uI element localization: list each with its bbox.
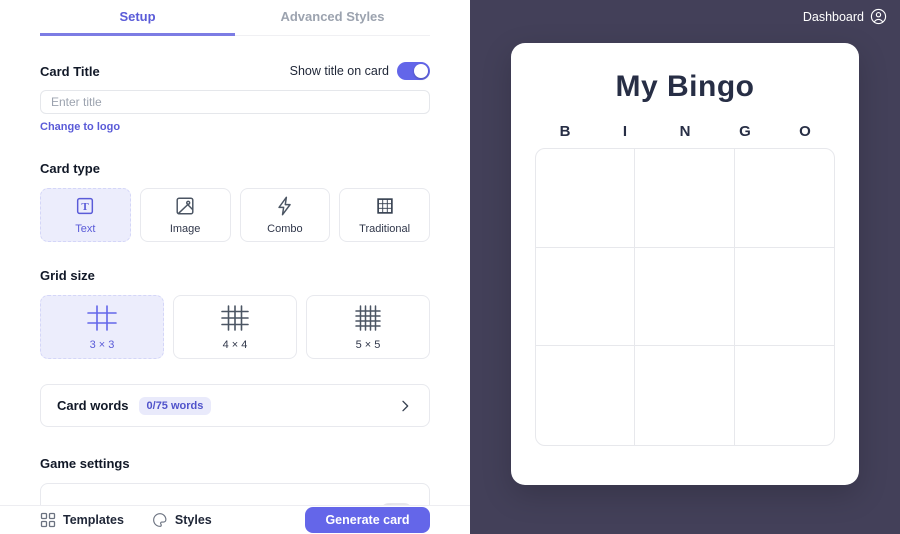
traditional-randomization-text: Traditional randomization (57, 505, 215, 506)
game-settings-heading: Game settings (40, 456, 130, 471)
setup-footer: Templates Styles Generate card (0, 505, 470, 534)
card-title-row: Card Title Show title on card (40, 62, 430, 80)
image-icon (174, 195, 196, 217)
bingo-header-o: O (799, 123, 811, 140)
bingo-cell (735, 346, 834, 445)
grid-size-heading: Grid size (40, 268, 95, 283)
card-type-heading: Card type (40, 161, 100, 176)
bingo-cell (635, 149, 735, 248)
grid-size-option-label: 3 × 3 (89, 339, 115, 351)
bingo-cell (734, 248, 834, 347)
tab-bar: Setup Advanced Styles (40, 0, 430, 36)
grid-icon (374, 195, 396, 217)
bingo-header-n: N (679, 123, 691, 140)
hash-5x5-icon (349, 303, 387, 333)
card-type-option-label: Image (169, 223, 201, 235)
card-title-input[interactable] (40, 90, 430, 114)
card-words-row[interactable]: Card words 0/75 words (40, 384, 430, 427)
show-title-toggle[interactable] (397, 62, 430, 80)
bingo-cell (635, 346, 735, 445)
svg-text:T: T (82, 201, 90, 213)
chevron-right-icon (397, 398, 413, 414)
bingo-cell (734, 149, 834, 248)
grid-size-option-5x5[interactable]: 5 × 5 (306, 295, 430, 359)
hash-3x3-icon (83, 303, 121, 333)
user-account-icon[interactable] (870, 8, 887, 25)
show-title-label: Show title on card (289, 64, 389, 78)
dashboard-link[interactable]: Dashboard (803, 8, 887, 25)
preview-panel: Dashboard My Bingo B I N G O (470, 0, 900, 534)
bingo-header-b: B (559, 123, 571, 140)
palette-icon (152, 512, 168, 528)
generate-card-button[interactable]: Generate card (305, 507, 430, 533)
card-type-option-combo[interactable]: Combo (239, 188, 331, 242)
grid-size-options: 3 × 3 4 × 4 5 × 5 (40, 295, 430, 359)
dashboard-label: Dashboard (802, 9, 864, 24)
word-count-badge: 0/75 words (138, 396, 212, 415)
card-words-label: Card words (57, 398, 129, 413)
templates-button[interactable]: Templates (40, 512, 124, 528)
bingo-header-i: I (622, 123, 628, 140)
grid-size-option-4x4[interactable]: 4 × 4 (173, 295, 297, 359)
traditional-randomization-row: Traditional randomization i (40, 483, 430, 505)
templates-label: Templates (63, 513, 124, 527)
setup-panel: Setup Advanced Styles Card Title Show ti… (0, 0, 470, 534)
lightning-icon (274, 195, 296, 217)
bingo-card-preview: My Bingo B I N G O (511, 43, 859, 485)
card-type-option-traditional[interactable]: Traditional (339, 188, 430, 242)
setup-panel-content: Setup Advanced Styles Card Title Show ti… (0, 0, 470, 505)
bingo-cell (536, 247, 636, 347)
card-type-option-label: Combo (267, 223, 303, 235)
card-type-options: T Text Image (40, 188, 430, 242)
hash-4x4-icon (216, 303, 254, 333)
card-title-heading: Card Title (40, 63, 100, 79)
bingo-cell (536, 346, 636, 445)
show-title-toggle-group: Show title on card (290, 62, 430, 80)
grid-size-option-label: 4 × 4 (222, 339, 248, 351)
traditional-randomization-label: Traditional randomization i (57, 505, 236, 506)
traditional-randomization-toggle[interactable] (380, 503, 413, 505)
bingo-grid (535, 148, 835, 446)
templates-icon (40, 512, 56, 528)
card-type-option-image[interactable]: Image (139, 188, 231, 242)
toggle-knob (414, 64, 428, 78)
bingo-column-headers: B I N G O (535, 123, 835, 140)
card-type-option-text[interactable]: T Text (40, 188, 131, 242)
card-type-option-label: Text (75, 223, 96, 235)
grid-size-option-3x3[interactable]: 3 × 3 (40, 295, 164, 359)
styles-label: Styles (174, 513, 212, 527)
change-to-logo-link[interactable]: Change to logo (40, 121, 121, 133)
tab-advanced-styles[interactable]: Advanced Styles (235, 9, 430, 36)
bingo-cell (635, 247, 735, 347)
bingo-cell (536, 149, 636, 248)
bingo-card-title: My Bingo (615, 70, 755, 103)
text-icon: T (74, 195, 96, 217)
bingo-header-g: G (739, 123, 751, 140)
styles-button[interactable]: Styles (152, 512, 212, 528)
grid-size-option-label: 5 × 5 (355, 339, 381, 351)
tab-setup[interactable]: Setup (40, 9, 235, 36)
card-type-option-label: Traditional (359, 223, 411, 235)
